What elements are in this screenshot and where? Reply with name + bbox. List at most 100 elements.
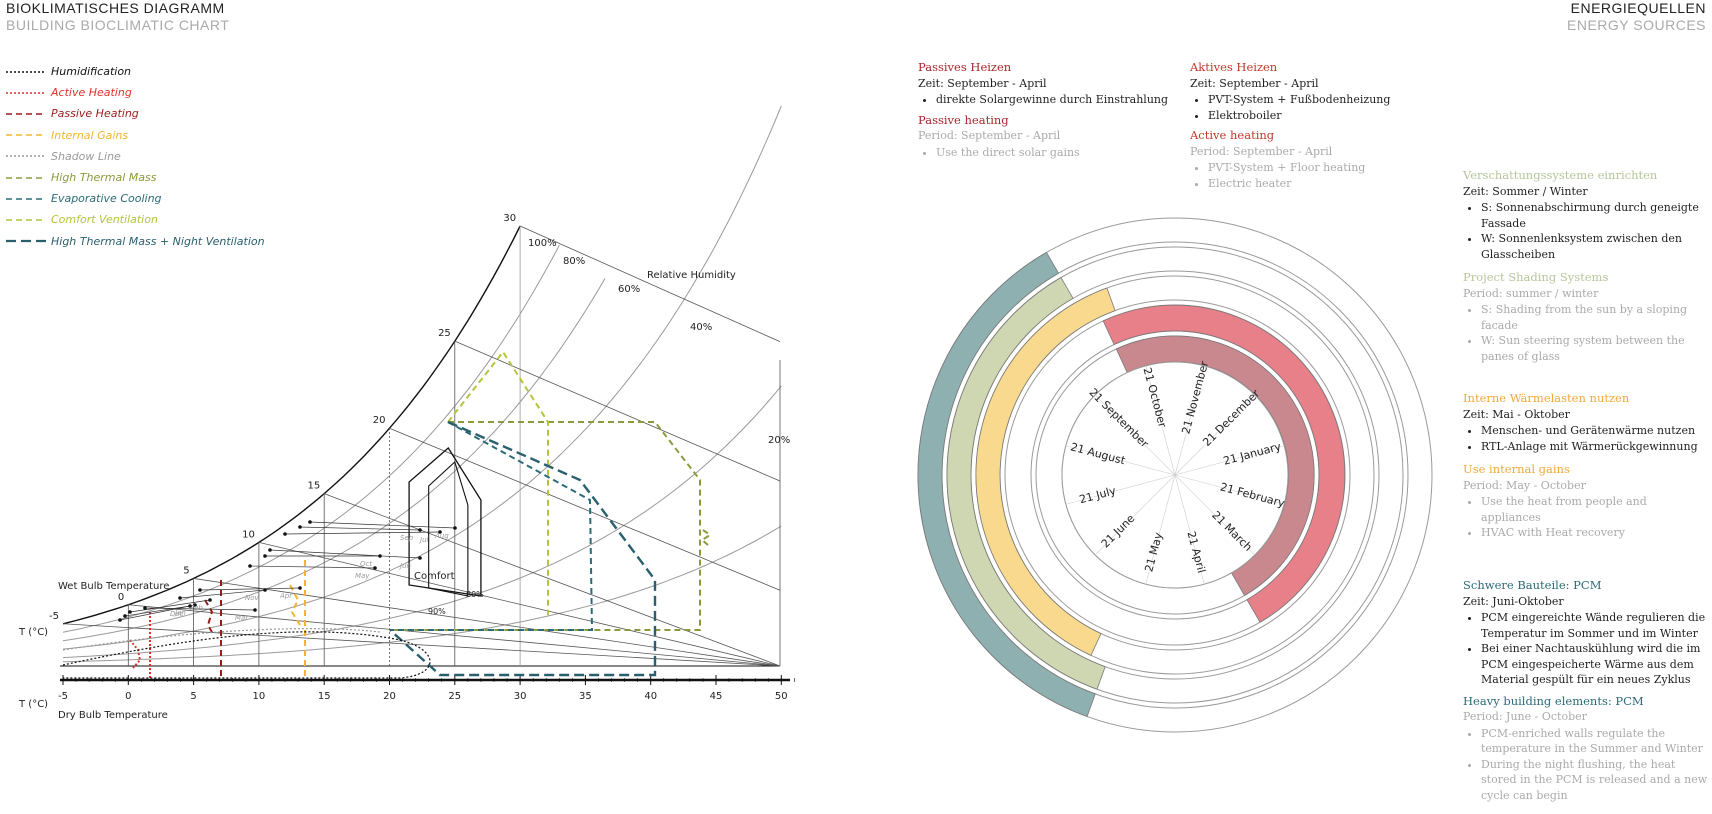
shading-block: Verschattungssysteme einrichten Zeit: So… <box>1463 168 1708 364</box>
list-item: Elektroboiler <box>1208 108 1430 124</box>
x-tick-label: 45 <box>710 691 723 702</box>
wet-bulb-line <box>454 340 781 482</box>
passive-en-period: Period: September - April <box>918 129 1061 142</box>
wheel-month-label: 21 May <box>1142 531 1165 574</box>
comfort-zone-outer <box>408 447 482 597</box>
month-point-max <box>208 598 212 602</box>
month-point-min <box>128 610 132 614</box>
list-item: S: Sonnenabschirmung durch geneigte Fass… <box>1481 200 1708 231</box>
month-point-min <box>268 548 272 552</box>
x-tick-label: 30 <box>514 691 527 702</box>
wheel-spoke <box>1174 445 1285 476</box>
x-tick-label: 5 <box>190 691 196 702</box>
t-label-top: T (°C) <box>18 627 48 638</box>
list-item: W: Sun steering system between the panes… <box>1481 333 1708 364</box>
shading-en-period: Period: summer / winter <box>1463 286 1599 300</box>
wheel-ring-segment <box>975 287 1116 656</box>
diagram-subtitle: BUILDING BIOCLIMATIC CHART <box>6 17 230 33</box>
passive-heating-block: Passives Heizen Zeit: September - April … <box>918 60 1178 160</box>
wet-bulb-line <box>128 604 781 667</box>
comfort-rh-label: 90% <box>428 607 446 616</box>
wheel-spoke <box>1065 474 1176 505</box>
list-item: PVT-System + Floor heating <box>1208 160 1430 176</box>
saturation-curve <box>62 225 521 625</box>
wet-bulb-line <box>258 542 781 667</box>
legend-swatch <box>6 113 46 115</box>
month-line <box>144 607 256 611</box>
month-line <box>179 589 266 599</box>
shading-de-period: Zeit: Sommer / Winter <box>1463 184 1588 198</box>
legend-item: Comfort Ventilation <box>6 209 265 230</box>
night-ventilation-zone <box>389 420 657 677</box>
comfort-label: Comfort <box>414 571 455 582</box>
month-line <box>249 565 376 569</box>
wheel-ring-outline <box>946 246 1404 704</box>
month-line <box>199 587 301 591</box>
month-point-max <box>298 586 302 590</box>
shadow-line <box>62 628 381 651</box>
wheel-month-label: 21 April <box>1184 530 1208 575</box>
wheel-ring-segment <box>917 251 1096 718</box>
header-right: ENERGIEQUELLEN ENERGY SOURCES <box>1567 0 1706 34</box>
month-point-min <box>248 564 252 568</box>
x-tick-label: 15 <box>318 691 331 702</box>
high-thermal-mass-zone <box>390 421 701 631</box>
legend-label: High Thermal Mass + Night Ventilation <box>51 234 265 248</box>
legend-item: Shadow Line <box>6 146 265 167</box>
wheel-spoke <box>1174 474 1205 585</box>
wheel-spoke <box>1145 365 1176 476</box>
wheel-ring-segment <box>1115 335 1315 596</box>
x-tick-label: 35 <box>579 691 592 702</box>
legend-label: Shadow Line <box>51 149 121 163</box>
wheel-month-label: 21 December <box>1200 387 1262 449</box>
wheel-ring-outline <box>1035 335 1315 615</box>
x-tick-label: -5 <box>58 691 68 702</box>
legend-item: Internal Gains <box>6 125 265 146</box>
high-thermal-mass-zone-tail <box>700 529 712 546</box>
wet-bulb-label: Wet Bulb Temperature <box>58 581 169 592</box>
shading-de-title: Verschattungssysteme einrichten <box>1463 168 1658 182</box>
month-point-max <box>378 554 382 558</box>
list-item: PVT-System + Fußbodenheizung <box>1208 92 1430 108</box>
legend-swatch <box>6 134 46 136</box>
list-item: During the night flushing, the heat stor… <box>1481 757 1708 804</box>
wheel-ring-segment <box>1102 304 1346 623</box>
wheel-ring-outline <box>970 270 1380 680</box>
wet-bulb-tick-label: 15 <box>307 481 320 492</box>
month-line <box>269 549 421 559</box>
wheel-month-label: 21 June <box>1099 512 1138 551</box>
wheel-ring-outline <box>975 275 1375 675</box>
x-tick-label: 25 <box>448 691 461 702</box>
list-item: S: Shading from the sun by a sloping fac… <box>1481 302 1708 333</box>
wet-bulb-tick-label: 25 <box>438 328 451 339</box>
passive-de-period: Zeit: September - April <box>918 76 1047 90</box>
month-point-max <box>188 604 192 608</box>
wheel-ring-outline <box>1061 361 1289 589</box>
wheel-spoke <box>1174 474 1256 556</box>
month-point-min <box>198 588 202 592</box>
rh-label: 40% <box>690 322 712 333</box>
month-point-max <box>193 603 197 607</box>
legend-swatch <box>6 91 46 94</box>
legend-item: High Thermal Mass <box>6 167 265 188</box>
wheel-month-label: 21 January <box>1222 440 1283 468</box>
month-label: Jan <box>173 609 186 617</box>
legend-label: Active Heating <box>51 86 132 100</box>
wheel-ring-outline <box>1004 304 1346 646</box>
legend-swatch <box>6 176 46 179</box>
wet-bulb-tick-label: 20 <box>373 415 386 426</box>
x-tick-label: 50 <box>775 691 788 702</box>
bioclimatic-chart: -5 0 5 10 15 20 25 30 35 40 45 50 -5 0 5 10 15 20 25 30 100%… <box>18 105 795 721</box>
wet-bulb-line <box>62 623 781 667</box>
wheel-month-label: 21 August <box>1069 440 1127 467</box>
legend-swatch <box>6 219 46 221</box>
rh-curve <box>62 244 560 633</box>
month-point-min <box>178 596 182 600</box>
month-label: Feb <box>190 604 203 612</box>
wet-bulb-line <box>519 225 781 343</box>
legend-label: Evaporative Cooling <box>51 192 162 206</box>
month-point-max <box>438 530 442 534</box>
wheel-month-label: 21 March <box>1209 509 1254 554</box>
rh-curve <box>62 278 606 642</box>
passive-heating-zone-detail <box>204 599 215 637</box>
